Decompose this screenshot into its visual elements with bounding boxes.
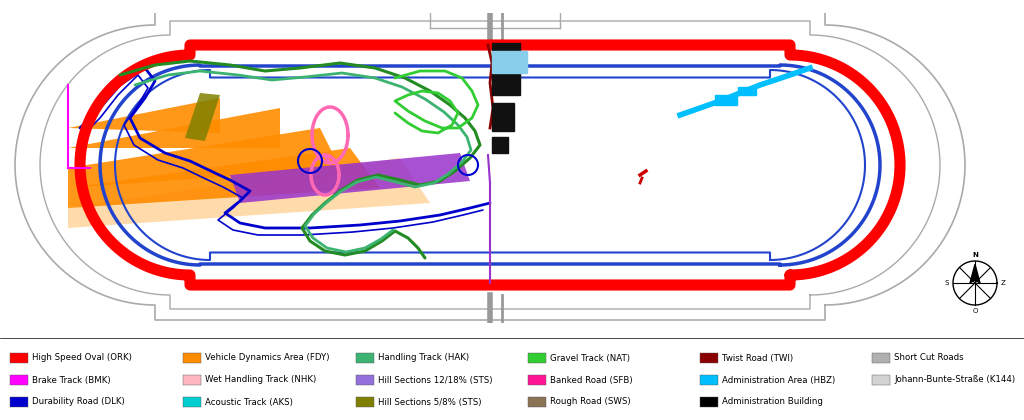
Polygon shape xyxy=(185,93,220,141)
Text: Z: Z xyxy=(1000,280,1006,286)
Bar xyxy=(872,375,890,385)
Polygon shape xyxy=(68,148,380,208)
Bar xyxy=(492,43,520,95)
Text: Twist Road (TWI): Twist Road (TWI) xyxy=(722,354,794,362)
Text: Durability Road (DLK): Durability Road (DLK) xyxy=(32,397,125,407)
Bar xyxy=(528,397,546,407)
Text: Vehicle Dynamics Area (FDY): Vehicle Dynamics Area (FDY) xyxy=(205,354,330,362)
Bar xyxy=(10,375,28,385)
Bar xyxy=(700,397,718,407)
Bar xyxy=(356,397,374,407)
Bar xyxy=(528,375,546,385)
Text: Hill Sections 12/18% (STS): Hill Sections 12/18% (STS) xyxy=(378,375,493,384)
Polygon shape xyxy=(68,128,340,188)
Polygon shape xyxy=(970,264,980,283)
Text: N: N xyxy=(972,252,978,258)
Text: Administration Building: Administration Building xyxy=(722,397,823,407)
Bar xyxy=(492,51,527,73)
Text: Banked Road (SFB): Banked Road (SFB) xyxy=(550,375,633,384)
Bar xyxy=(183,375,201,385)
Bar xyxy=(183,353,201,363)
Text: Acoustic Track (AKS): Acoustic Track (AKS) xyxy=(205,397,293,407)
Bar xyxy=(10,353,28,363)
Text: Hill Sections 5/8% (STS): Hill Sections 5/8% (STS) xyxy=(378,397,481,407)
Bar xyxy=(872,353,890,363)
Text: Brake Track (BMK): Brake Track (BMK) xyxy=(32,375,111,384)
Polygon shape xyxy=(230,153,470,203)
Polygon shape xyxy=(68,98,220,133)
Text: S: S xyxy=(945,280,949,286)
Text: Wet Handling Track (NHK): Wet Handling Track (NHK) xyxy=(205,375,316,384)
Text: Administration Area (HBZ): Administration Area (HBZ) xyxy=(722,375,836,384)
Text: Johann-Bunte-Straße (K144): Johann-Bunte-Straße (K144) xyxy=(894,375,1015,384)
Bar xyxy=(10,397,28,407)
Text: Short Cut Roads: Short Cut Roads xyxy=(894,354,964,362)
Bar xyxy=(700,375,718,385)
Bar xyxy=(183,397,201,407)
Bar xyxy=(715,95,737,105)
Bar xyxy=(528,353,546,363)
Bar xyxy=(356,353,374,363)
Text: Rough Road (SWS): Rough Road (SWS) xyxy=(550,397,631,407)
Text: Handling Track (HAK): Handling Track (HAK) xyxy=(378,354,469,362)
Text: O: O xyxy=(973,308,978,314)
Bar xyxy=(356,375,374,385)
Bar xyxy=(492,137,508,153)
Text: Gravel Track (NAT): Gravel Track (NAT) xyxy=(550,354,630,362)
Polygon shape xyxy=(68,158,430,228)
Text: High Speed Oval (ORK): High Speed Oval (ORK) xyxy=(32,354,132,362)
Bar xyxy=(492,103,514,131)
Bar xyxy=(738,87,756,95)
Bar xyxy=(700,353,718,363)
Polygon shape xyxy=(68,108,280,148)
